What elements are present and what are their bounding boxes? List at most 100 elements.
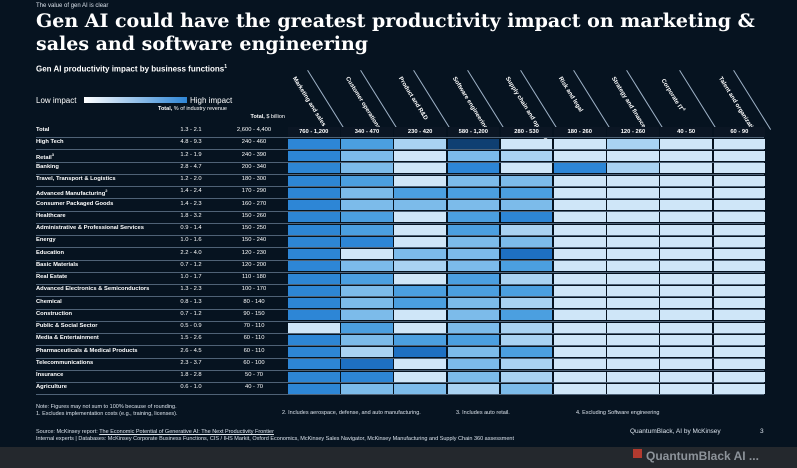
- heat-cell: [607, 138, 659, 149]
- heat-cell: [713, 151, 766, 161]
- heat-cell: [394, 261, 446, 272]
- table-row: Basic Materials 0.7 - 1.2 120 - 200: [36, 261, 766, 273]
- row-divider: [36, 161, 764, 163]
- column-header-divider: [519, 70, 558, 130]
- heat-cell: [713, 322, 766, 333]
- source-link[interactable]: The Economic Potential of Generative AI:…: [99, 429, 274, 435]
- note-1: 1. Excludes implementation costs (e.g., …: [36, 410, 178, 417]
- row-label: Energy: [36, 237, 56, 243]
- heat-cell: [500, 359, 553, 370]
- heat-cell: [660, 273, 712, 284]
- heat-cell: [288, 310, 340, 321]
- heat-cell: [447, 334, 500, 345]
- headline: Gen AI could have the greatest productiv…: [36, 10, 755, 55]
- heat-cell: [554, 322, 606, 333]
- heat-cell: [500, 138, 553, 149]
- total-cell: 760 - 1,200: [288, 126, 340, 137]
- row-divider: [36, 320, 764, 322]
- column-header-7: Strategy and finance: [609, 76, 646, 130]
- heat-cell: [554, 273, 606, 284]
- heat-cell: [288, 322, 340, 333]
- row-label-text: Education: [36, 249, 65, 256]
- heat-cell: [554, 285, 606, 296]
- table-row: Pharmaceuticals & Medical Products 2.6 - …: [36, 347, 766, 359]
- heat-cell: [500, 371, 553, 382]
- heat-cell: [660, 138, 712, 149]
- row-divider: [36, 382, 764, 383]
- row-range: 1.3 - 2.3: [180, 286, 202, 293]
- row-label: Agriculture: [36, 384, 67, 390]
- row-range: 1.0 - 1.6: [180, 237, 202, 244]
- source-text: Source: McKinsey report: The Economic Po…: [36, 429, 676, 442]
- total-cell: 230 - 420: [394, 126, 446, 137]
- heat-cell: [713, 261, 766, 272]
- heat-cell: [500, 224, 553, 235]
- total-cell: 340 - 470: [341, 126, 393, 137]
- heat-cell: [288, 261, 340, 272]
- row-value: 120 - 200: [241, 261, 267, 268]
- heat-cell: [713, 212, 766, 223]
- column-header-text: Strategy and finance: [610, 76, 647, 130]
- heat-cell: [447, 224, 500, 235]
- row-label: Travel, Transport & Logistics: [36, 176, 116, 182]
- table-row: Energy 1.0 - 1.6 150 - 240: [36, 236, 766, 249]
- row-range: 4.8 - 9.3: [180, 139, 202, 146]
- row-range: 1.2 - 1.9: [180, 151, 202, 158]
- row-value: 150 - 260: [241, 212, 267, 219]
- row-divider: [36, 333, 764, 334]
- heat-cell: [713, 200, 766, 210]
- row-range: 2.8 - 4.7: [180, 163, 202, 170]
- row-label: Administrative & Professional Services: [36, 225, 144, 231]
- row-label-text: Retail: [36, 154, 52, 161]
- table-row: Insurance 1.8 - 2.8 50 - 70: [36, 371, 766, 383]
- row-label-text: Consumer Packaged Goods: [36, 200, 114, 207]
- total-cell: 120 - 260: [607, 126, 659, 137]
- row-label: Basic Materials: [36, 262, 78, 268]
- brand-label: QuantumBlack, AI by McKinsey: [630, 428, 721, 435]
- heat-cell: [447, 383, 500, 394]
- column-header-divider: [413, 70, 452, 130]
- row-value: 50 - 70: [244, 372, 264, 378]
- heat-cell: [341, 334, 393, 345]
- table-row: Education 2.2 - 4.0 120 - 230: [36, 249, 766, 261]
- heat-cell: [713, 163, 766, 174]
- row-divider: [36, 235, 764, 236]
- heat-cell: [607, 261, 659, 272]
- row-range: 1.2 - 2.0: [180, 176, 202, 182]
- row-label: Retail3: [36, 152, 54, 161]
- row-value: 170 - 290: [241, 188, 267, 195]
- heat-cell: [500, 347, 553, 357]
- app-icon[interactable]: [633, 449, 642, 458]
- heat-cell: [607, 371, 659, 382]
- heat-cell: [660, 163, 712, 174]
- heat-cell: [554, 347, 606, 357]
- heat-cell: [607, 298, 659, 308]
- heat-cell: [500, 310, 553, 321]
- heat-cell: [607, 322, 659, 333]
- row-label-text: High Tech: [36, 139, 64, 146]
- row-label-text: Advanced Electronics & Semiconductors: [36, 286, 150, 293]
- row-label-text: Advanced Manufacturing: [36, 191, 106, 198]
- row-value: 60 - 110: [243, 347, 265, 354]
- bottom-taskbar-strip: [0, 447, 797, 468]
- row-label: Total: [36, 127, 50, 133]
- column-header-8: Corporate IT4: [659, 76, 688, 114]
- strip-window-title[interactable]: QuantumBlack AI ...: [646, 449, 759, 463]
- value-header-sub: $ billion: [266, 114, 285, 120]
- row-divider: [36, 210, 764, 212]
- table-row: Agriculture 0.6 - 1.0 40 - 70: [36, 383, 766, 396]
- heat-cell: [447, 249, 500, 259]
- heat-cell: [607, 187, 659, 198]
- heat-cell: [447, 200, 500, 210]
- row-value: 80 - 140: [243, 298, 265, 305]
- heat-cell: [500, 212, 553, 223]
- heat-cell: [447, 298, 500, 308]
- heat-cell: [394, 359, 446, 370]
- row-label: High Tech: [36, 139, 64, 145]
- heat-cell: [288, 151, 340, 161]
- heat-cell: [394, 163, 446, 174]
- heat-cell: [554, 298, 606, 308]
- total-cell: 60 - 90: [713, 126, 766, 137]
- heat-cell: [500, 175, 553, 186]
- heat-cell: [554, 212, 606, 223]
